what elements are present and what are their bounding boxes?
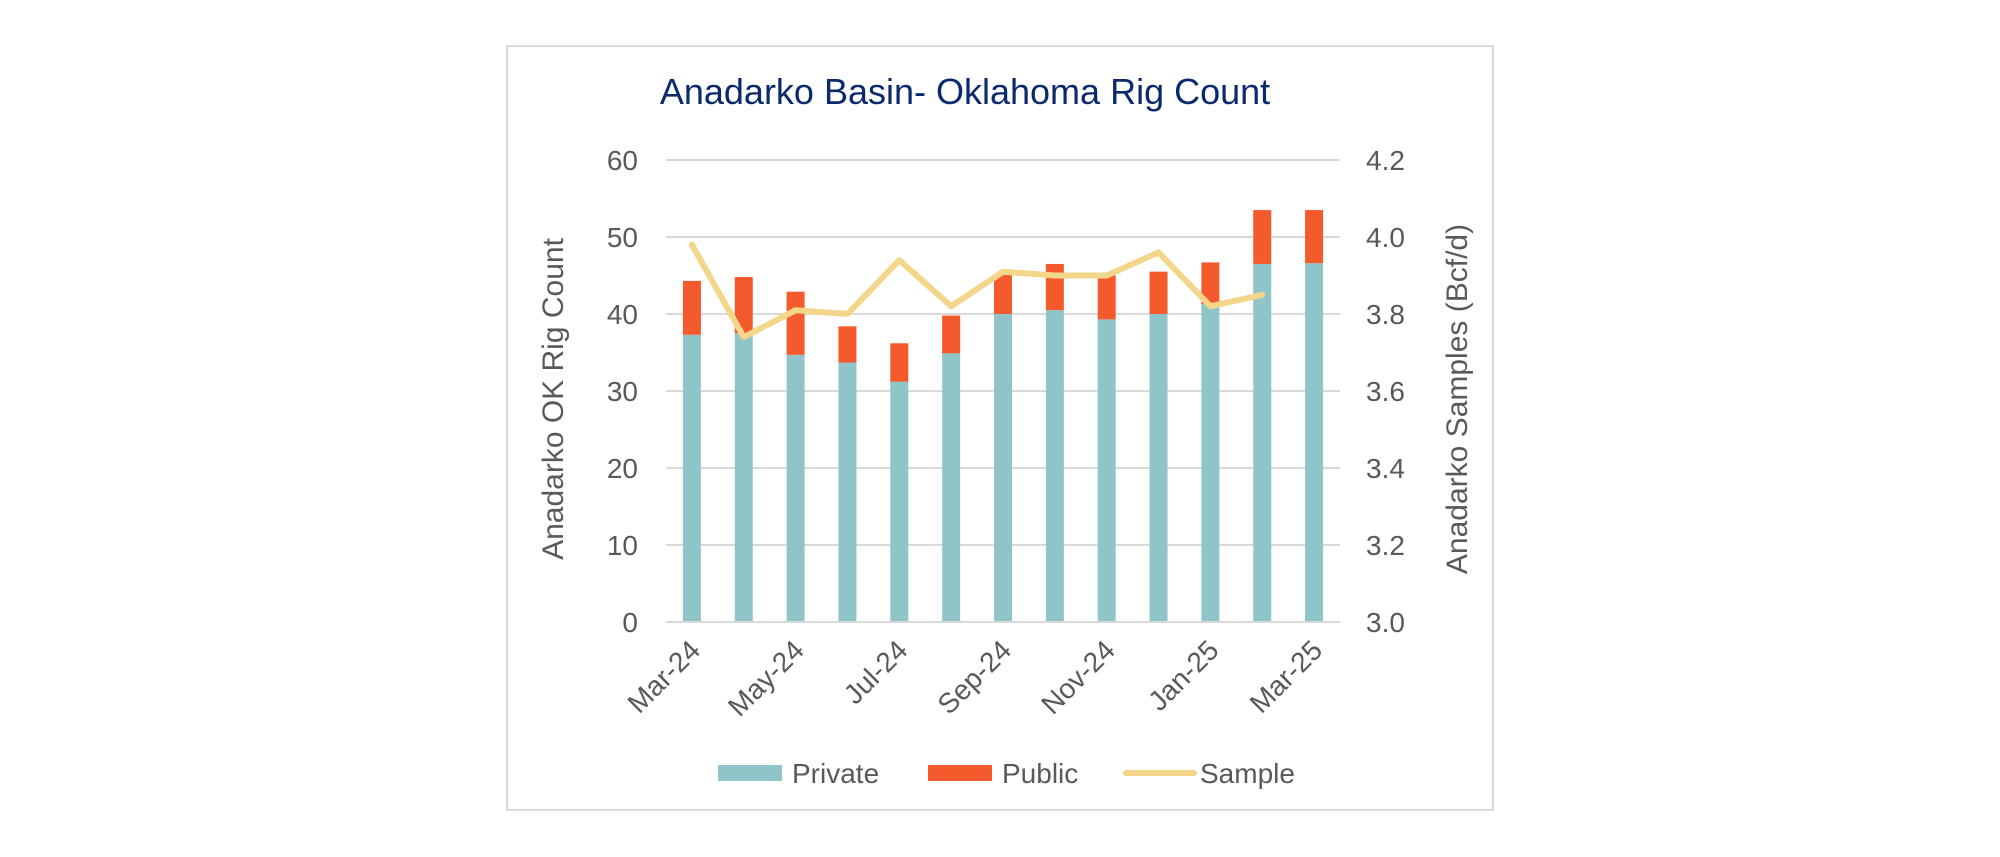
- sample-line-layer: [688, 241, 1266, 341]
- bar-public-jun-24: [838, 326, 857, 363]
- bar-public-mar-24: [682, 280, 701, 335]
- bar-public-mar-25: [1305, 210, 1324, 264]
- bar-private-oct-24: [1045, 310, 1064, 622]
- y-tick-label-left: 20: [607, 453, 638, 484]
- x-tick-label: Nov-24: [1035, 634, 1121, 720]
- bar-private-mar-25: [1305, 263, 1324, 622]
- bar-public-may-24: [786, 291, 805, 355]
- y-tick-label-right: 3.2: [1366, 530, 1405, 561]
- y-axis-title-left: Anadarko OK Rig Count: [537, 237, 570, 560]
- bar-public-aug-24: [942, 315, 961, 354]
- legend-label-sample: Sample: [1200, 758, 1295, 789]
- chart-svg: Anadarko Basin- Oklahoma Rig Count 0 10 20…: [537, 71, 1474, 789]
- x-tick-label: Jan-25: [1142, 634, 1224, 716]
- legend-label-public: Public: [1002, 758, 1078, 789]
- bars: [682, 210, 1324, 622]
- chart-frame: Anadarko Basin- Oklahoma Rig Count 0 10 20…: [506, 45, 1494, 811]
- legend-swatch-public: [928, 765, 992, 781]
- y-tick-label-right: 3.6: [1366, 376, 1405, 407]
- x-axis: Mar-24 May-24 Jul-24 Sep-24 Nov-24 Jan-25 Mar-…: [622, 621, 1340, 722]
- bar-private-apr-24: [734, 333, 753, 622]
- bar-public-nov-24: [1097, 275, 1116, 320]
- x-tick-label: May-24: [722, 634, 810, 722]
- y-axis-title-right: Anadarko Samples (Bcf/d): [1441, 224, 1474, 574]
- bar-public-apr-24: [734, 277, 753, 334]
- x-tick-label: Sep-24: [931, 634, 1017, 720]
- bar-public-jan-25: [1201, 262, 1220, 304]
- bar-public-sep-24: [994, 274, 1012, 314]
- x-tick-label: Jul-24: [838, 634, 914, 710]
- y-tick-label-left: 30: [607, 376, 638, 407]
- y-tick-label-right: 4.2: [1366, 145, 1405, 176]
- bar-public-feb-25: [1253, 210, 1272, 264]
- y-tick-label-right: 3.0: [1366, 607, 1405, 638]
- bar-public-jul-24: [890, 343, 909, 382]
- x-tick-label: Mar-24: [622, 634, 707, 719]
- bar-private-jun-24: [838, 362, 857, 622]
- legend-swatch-private: [718, 765, 782, 781]
- bar-private-may-24: [786, 354, 805, 622]
- chart-title: Anadarko Basin- Oklahoma Rig Count: [660, 71, 1270, 112]
- bar-private-nov-24: [1097, 319, 1116, 622]
- bar-private-feb-25: [1253, 263, 1272, 622]
- y-tick-label-right: 3.8: [1366, 299, 1405, 330]
- bar-private-mar-24: [682, 334, 701, 622]
- y-tick-label-left: 60: [607, 145, 638, 176]
- y-tick-label-right: 3.4: [1366, 453, 1405, 484]
- bar-public-oct-24: [1045, 263, 1064, 311]
- bar-public-dec-24: [1149, 271, 1168, 314]
- bar-private-sep-24: [994, 314, 1012, 622]
- bar-private-jan-25: [1201, 303, 1220, 622]
- y-tick-label-left: 40: [607, 299, 638, 330]
- y-tick-label-left: 10: [607, 530, 638, 561]
- legend: Private Public Sample: [718, 758, 1295, 789]
- x-tick-label: Mar-25: [1244, 634, 1329, 719]
- bar-private-dec-24: [1149, 314, 1168, 622]
- bar-private-aug-24: [942, 353, 961, 622]
- y-axis-left: 0 10 20 30 40 50 60: [607, 145, 638, 638]
- line-sample: [688, 241, 1266, 341]
- y-axis-right: 3.0 3.2 3.4 3.6 3.8 4.0 4.2: [1366, 145, 1405, 638]
- y-tick-label-left: 50: [607, 222, 638, 253]
- bar-private-jul-24: [890, 381, 909, 622]
- legend-label-private: Private: [792, 758, 879, 789]
- y-tick-label-left: 0: [622, 607, 638, 638]
- y-tick-label-right: 4.0: [1366, 222, 1405, 253]
